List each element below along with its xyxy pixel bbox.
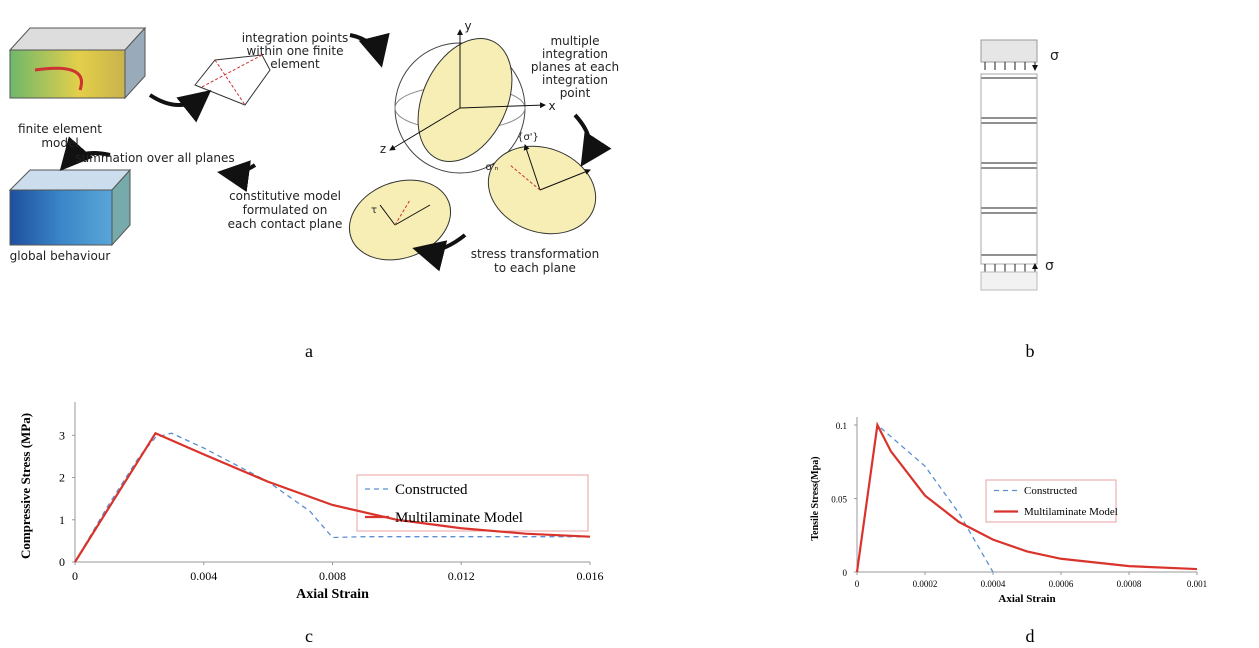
y-axis-label: Compressive Stress (MPa) [18,413,33,559]
diagram-label: multiple [550,34,599,48]
series-line [857,425,993,572]
legend-label: Constructed [1024,485,1078,497]
panel-label: d [1026,626,1035,646]
symbol: {σ'} [517,132,539,143]
axis-name: y [464,19,471,33]
y-tick-label: 0 [59,555,65,569]
x-tick-label: 0.012 [448,569,475,583]
y-axis-label: Tensile Stress(Mpa) [810,456,821,540]
diagram-b: σ σ [981,40,1059,290]
x-axis-label: Axial Strain [296,587,369,602]
symbol: τ [371,205,377,216]
diagram-label: constitutive model [229,189,341,203]
x-tick-label: 0.004 [190,569,217,583]
diagram-a: finite element model integration points … [10,19,619,275]
diagram-label: integration points [242,31,349,45]
y-tick-label: 2 [59,471,65,485]
y-tick-label: 0.1 [836,421,847,431]
diagram-label: within one finite [247,44,344,58]
y-tick-label: 1 [59,513,65,527]
diagram-label: model [41,136,78,150]
axis-name: z [380,142,386,156]
panel-label: b [1026,341,1035,361]
legend-label: Multilaminate Model [395,510,523,526]
legend-label: Multilaminate Model [1024,506,1118,518]
diagram-label: to each plane [494,261,576,275]
diagram-label: each contact plane [228,217,343,231]
diagram-label: finite element [18,122,102,136]
panel-label: c [305,626,313,646]
x-tick-label: 0 [855,579,860,589]
symbol: σ [1045,258,1054,274]
panel-label: a [305,341,313,361]
diagram-label: point [560,86,591,100]
figure: finite element model integration points … [0,0,1259,648]
x-tick-label: 0.0008 [1117,579,1142,589]
x-tick-label: 0.0002 [913,579,938,589]
x-tick-label: 0.001 [1187,579,1207,589]
y-tick-label: 0.05 [831,495,847,505]
symbol: σ [1050,48,1059,64]
x-axis-label: Axial Strain [998,593,1055,605]
diagram-label: element [270,57,320,71]
y-tick-label: 3 [59,428,65,442]
x-tick-label: 0.0006 [1049,579,1074,589]
diagram-label: integration [542,73,608,87]
y-tick-label: 0 [843,568,848,578]
diagram-label: summation over all planes [75,151,234,165]
diagram-label: stress transformation [471,247,600,261]
diagram-label: formulated on [243,203,328,217]
diagram-label: global behaviour [10,249,111,263]
x-tick-label: 0.0004 [981,579,1006,589]
symbol: σ'ₙ [485,162,498,173]
x-tick-label: 0.008 [319,569,346,583]
legend-label: Constructed [395,482,468,498]
x-tick-label: 0.016 [577,569,604,583]
diagram-label: planes at each [531,60,619,74]
diagram-label: integration [542,47,608,61]
x-tick-label: 0 [72,569,78,583]
axis-name: x [548,99,555,113]
